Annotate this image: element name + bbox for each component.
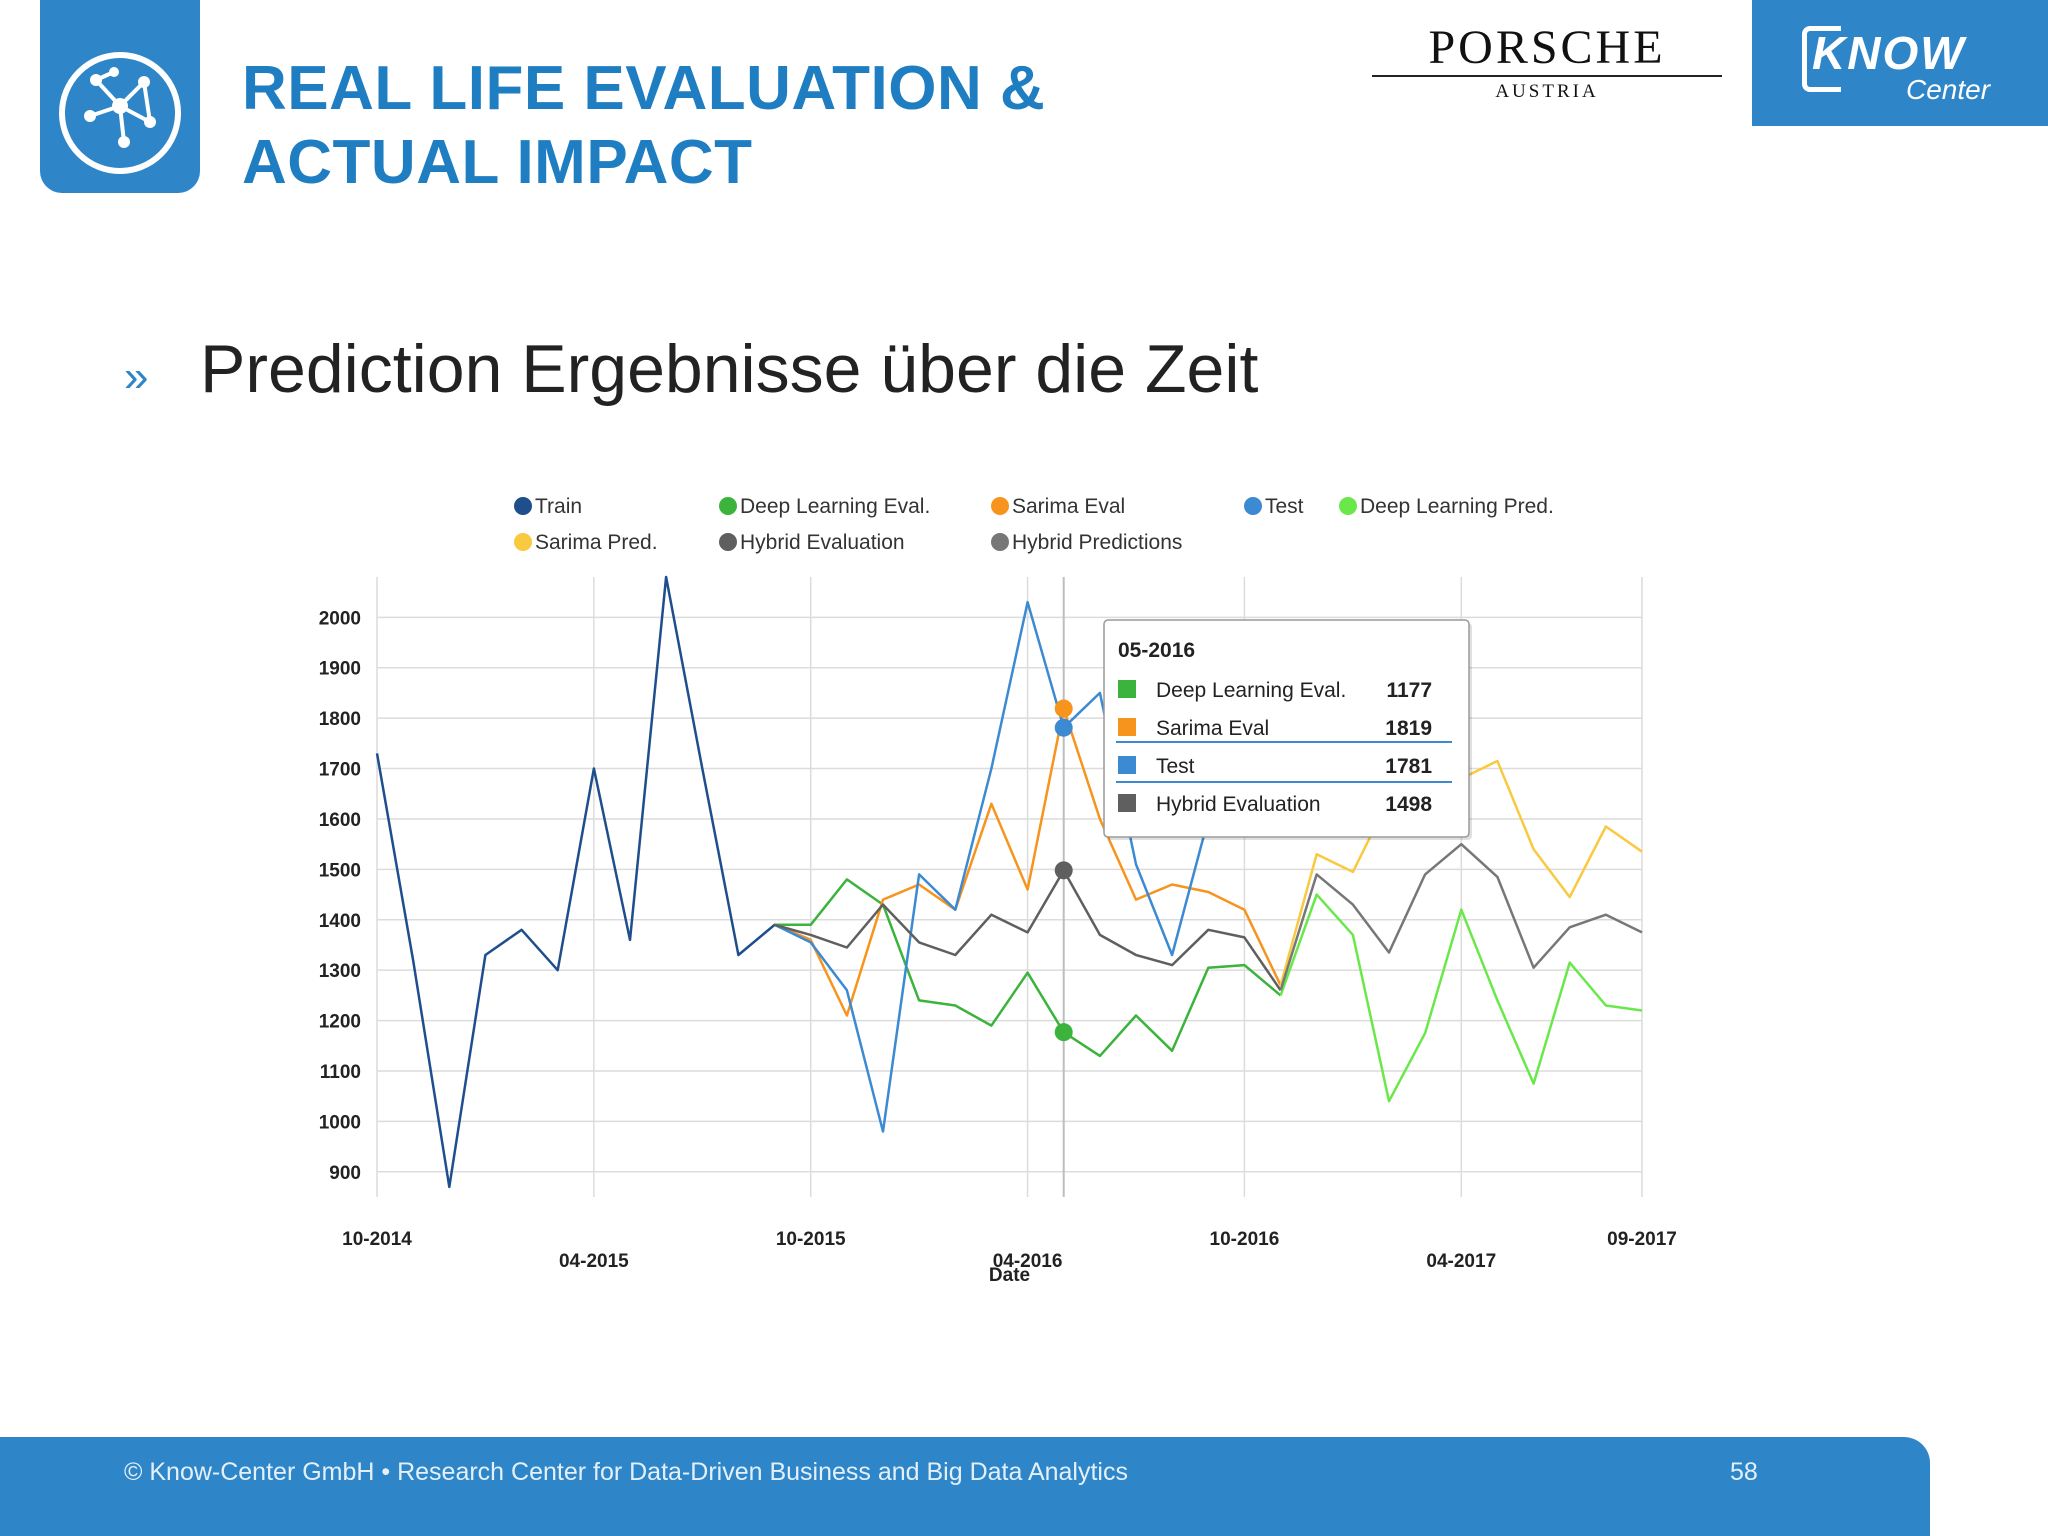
porsche-name: PORSCHE [1428, 21, 1666, 74]
series-line-train [375, 575, 812, 1189]
tooltip-value: 1819 [1385, 717, 1432, 740]
legend-marker [719, 497, 737, 515]
legend-marker [719, 533, 737, 551]
footer-text: © Know-Center GmbH • Research Center for… [124, 1458, 1128, 1486]
legend-label: Hybrid Predictions [1012, 531, 1182, 554]
y-tick-label: 1100 [320, 1062, 361, 1083]
x-tick-label: 10-2014 [342, 1229, 412, 1250]
porsche-rule [1372, 75, 1722, 77]
tooltip-title: 05-2016 [1118, 639, 1195, 662]
tooltip-swatch [1118, 756, 1136, 774]
x-tick-label: 09-2017 [1607, 1229, 1677, 1250]
y-tick-label: 1500 [319, 860, 361, 881]
highlight-point [1054, 1023, 1073, 1042]
tooltip-swatch [1118, 794, 1136, 812]
legend-label: Train [535, 495, 582, 518]
title-line-2: ACTUAL IMPACT [242, 128, 753, 197]
y-tick-label: 1600 [319, 810, 361, 831]
tooltip-swatch [1118, 718, 1136, 736]
legend-marker [991, 497, 1009, 515]
highlight-point [1054, 861, 1073, 880]
legend-marker [1339, 497, 1357, 515]
y-tick-label: 2000 [319, 608, 361, 629]
x-tick-label: 10-2015 [776, 1229, 846, 1250]
title-line-1: REAL LIFE EVALUATION & [242, 54, 1046, 123]
legend-label: Deep Learning Pred. [1360, 495, 1554, 518]
legend-marker [514, 497, 532, 515]
line-chart: 900 1000 1100 1200 1300 1400 1500 1600 1700 1800 1… [319, 495, 1677, 1286]
y-tick-label: 1300 [319, 961, 361, 982]
tooltip-label: Test [1156, 755, 1195, 778]
y-tick-label: 1000 [319, 1112, 361, 1133]
know-center-word: Center [1906, 74, 1991, 105]
tooltip-label: Hybrid Evaluation [1156, 793, 1321, 816]
porsche-sub: AUSTRIA [1495, 81, 1599, 102]
legend-marker [514, 533, 532, 551]
know-center-logo: KNOW Center [1752, 0, 2048, 126]
series-line-hybrid-evaluation [774, 869, 1282, 992]
y-tick-label: 1900 [319, 659, 361, 680]
tooltip-label: Deep Learning Eval. [1156, 679, 1346, 702]
x-axis-title: Date [989, 1265, 1030, 1286]
y-tick-label: 900 [329, 1163, 361, 1184]
y-tick-label: 1400 [319, 911, 361, 932]
footer: © Know-Center GmbH • Research Center for… [0, 1437, 1930, 1536]
legend-marker [991, 533, 1009, 551]
legend-label: Sarima Pred. [535, 531, 658, 554]
series-line-test [774, 600, 1210, 1133]
tooltip-value: 1498 [1385, 793, 1432, 816]
know-bracket [1802, 26, 1841, 92]
porsche-austria-logo: PORSCHE AUSTRIA [1372, 24, 1722, 103]
know-word: KNOW [1812, 27, 1966, 79]
tooltip-swatch [1118, 680, 1136, 698]
legend-label: Sarima Eval [1012, 495, 1125, 518]
app-logo [40, 0, 200, 193]
x-tick-label: 04-2017 [1426, 1251, 1496, 1272]
tooltip-label: Sarima Eval [1156, 717, 1269, 740]
series-line-hybrid-predictions [1279, 842, 1643, 991]
tooltip-value: 1177 [1386, 679, 1432, 702]
legend-label: Test [1265, 495, 1304, 518]
y-tick-label: 1800 [319, 709, 361, 730]
x-tick-label: 04-2016 [993, 1251, 1063, 1272]
headline: Prediction Ergebnisse über die Zeit [200, 331, 1259, 407]
series-line-sarima-eval [774, 707, 1282, 1017]
legend-label: Hybrid Evaluation [740, 531, 905, 554]
network-icon [59, 52, 181, 174]
x-tick-label: 04-2015 [559, 1251, 629, 1272]
series-line-deep-learning-eval [774, 878, 1282, 1058]
tooltip-value: 1781 [1385, 755, 1432, 778]
legend-marker [1244, 497, 1262, 515]
bullet-icon: » [124, 352, 149, 401]
series-line-deep-learning-pred [1279, 893, 1643, 1103]
highlight-point [1054, 718, 1073, 737]
highlight-point [1054, 699, 1073, 718]
page-title: REAL LIFE EVALUATION & ACTUAL IMPACT [242, 52, 1045, 200]
legend-label: Deep Learning Eval. [740, 495, 930, 518]
y-tick-label: 1200 [319, 1012, 361, 1033]
y-tick-label: 1700 [319, 760, 361, 781]
page-number: 58 [1730, 1458, 1758, 1486]
x-tick-label: 10-2016 [1210, 1229, 1280, 1250]
